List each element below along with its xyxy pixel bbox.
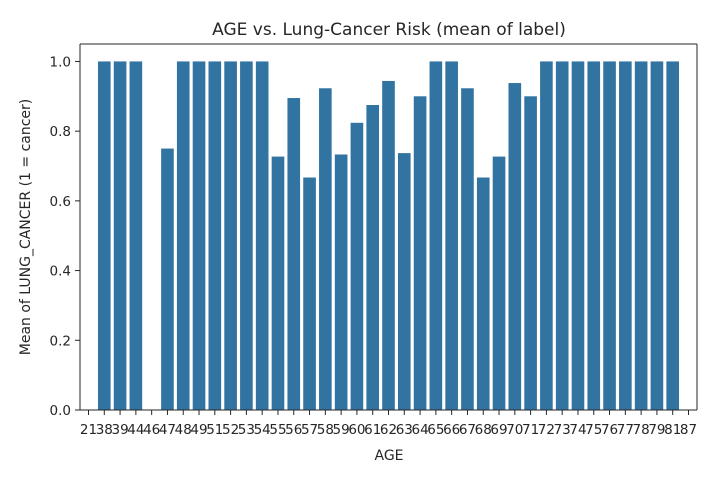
bar-age-79 [650,61,664,411]
x-tick-label: 87 [680,422,697,438]
x-tick-label: 54 [254,422,271,438]
x-tick-label: 76 [601,422,618,438]
x-tick-label: 44 [127,422,144,438]
bar-age-58 [319,88,332,411]
x-axis: 2138394446474849515253545556575859606162… [80,410,697,438]
bar-age-68 [476,177,490,410]
x-tick-label: 53 [238,422,255,438]
x-tick-label: 65 [427,422,444,438]
x-tick-label: 72 [538,422,555,438]
x-tick-label: 60 [348,422,365,438]
x-tick-label: 55 [269,422,286,438]
y-tick-label: 0.4 [50,264,71,280]
bar-age-76 [603,61,616,411]
x-tick-label: 62 [380,422,397,438]
y-tick-label: 0.0 [50,403,71,419]
bar-age-81 [666,61,680,411]
x-tick-label: 38 [96,422,113,438]
x-tick-label: 56 [285,422,302,438]
bar-age-61 [366,105,380,410]
x-tick-label: 75 [585,422,602,438]
bar-age-59 [334,154,348,410]
plot-frame [79,43,698,411]
bar-age-47 [161,148,174,410]
x-tick-label: 66 [443,422,460,438]
x-tick-label: 71 [522,422,539,438]
x-tick-label: 21 [80,422,97,438]
x-tick-label: 68 [475,422,492,438]
x-tick-label: 52 [222,422,239,438]
x-tick-label: 48 [175,422,192,438]
bar-age-51 [208,61,222,411]
x-tick-label: 73 [554,422,571,438]
bar-age-75 [587,61,601,411]
x-tick-label: 69 [490,422,507,438]
bar-age-48 [176,61,190,411]
bar-age-73 [555,61,569,411]
y-tick-label: 1.0 [50,54,71,70]
x-tick-label: 51 [206,422,223,438]
bar-age-60 [350,122,364,410]
bar-age-53 [240,61,253,411]
bar-age-72 [540,61,553,411]
y-tick-label: 0.8 [50,124,71,140]
x-tick-label: 70 [506,422,523,438]
bar-age-56 [287,98,301,410]
bar-age-62 [382,80,395,410]
x-tick-label: 78 [633,422,650,438]
x-tick-label: 63 [396,422,413,438]
x-tick-label: 46 [143,422,160,438]
x-tick-label: 67 [459,422,476,438]
y-tick-label: 0.6 [50,194,71,210]
chart-title: AGE vs. Lung-Cancer Risk (mean of label) [212,20,566,40]
bar-age-77 [619,61,632,411]
x-axis-label: AGE [374,448,403,464]
bar-age-38 [97,61,111,411]
y-axis-label: Mean of LUNG_CANCER (1 = cancer) [18,99,34,356]
x-tick-label: 61 [364,422,381,438]
x-tick-label: 49 [190,422,207,438]
bar-age-57 [303,177,316,410]
x-tick-label: 74 [569,422,586,438]
bar-age-49 [192,61,206,411]
bar-age-55 [271,156,285,410]
bar-age-52 [224,61,237,411]
bar-age-70 [508,83,522,410]
bar-age-74 [571,61,585,411]
bar-age-39 [113,61,127,411]
bar-age-64 [413,96,427,410]
bar-age-63 [397,153,411,410]
x-tick-label: 79 [648,422,665,438]
bar-age-54 [255,61,269,411]
x-tick-label: 81 [664,422,681,438]
y-tick-label: 0.2 [50,333,71,349]
x-tick-label: 58 [317,422,334,438]
bar-age-71 [524,96,537,410]
bar-age-65 [429,61,443,411]
x-tick-label: 59 [333,422,350,438]
y-axis: 0.0 0.2 0.4 0.6 0.8 1.0 [50,54,80,419]
bar-age-69 [492,156,506,410]
x-tick-label: 64 [411,422,428,438]
x-tick-label: 39 [111,422,128,438]
bar-age-66 [445,61,458,411]
bar-age-44 [129,61,143,411]
bar-age-67 [461,88,474,411]
x-tick-label: 77 [617,422,634,438]
bars-group [97,61,680,411]
bar-age-78 [634,61,648,411]
x-tick-label: 47 [159,422,176,438]
x-tick-label: 57 [301,422,318,438]
